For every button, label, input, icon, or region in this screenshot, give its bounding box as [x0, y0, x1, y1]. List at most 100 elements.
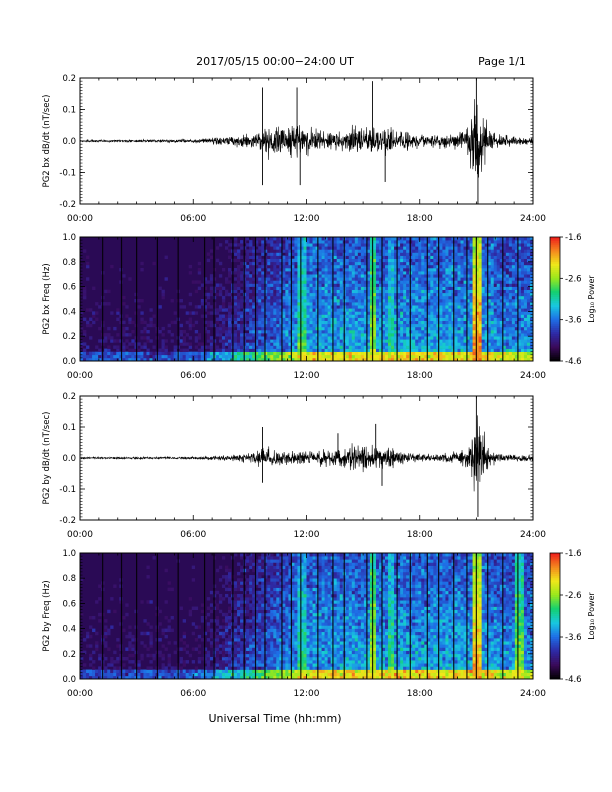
spectrogram-cell [502, 277, 507, 281]
spectrogram-cell [460, 277, 464, 281]
spectrogram-cell [484, 255, 488, 259]
spectrogram-cell [273, 240, 277, 244]
spectrogram-cell [469, 302, 473, 306]
spectrogram-cell [273, 292, 277, 297]
spectrogram-cell [339, 333, 344, 337]
spectrogram-cell [321, 280, 325, 284]
spectrogram-cell [351, 308, 356, 312]
spectrogram-cell [234, 317, 238, 321]
spectrogram-cell [339, 295, 344, 300]
spectrogram-cell [234, 258, 238, 263]
spectrogram-cell [436, 274, 440, 278]
spectrogram-cell [400, 268, 404, 272]
spectrogram-cell [526, 286, 531, 290]
spectrogram-cell [406, 320, 410, 325]
spectrogram-cell [209, 345, 214, 349]
spectrogram-cell [366, 348, 371, 352]
spectrogram-cell [255, 264, 259, 269]
spectrogram-cell [279, 243, 283, 247]
spectrogram-cell [143, 357, 147, 362]
spectrogram-cell [403, 258, 407, 263]
spectrogram-cell [391, 249, 395, 253]
spectrogram-cell [309, 323, 313, 328]
spectrogram-cell [406, 289, 410, 294]
spectrogram-cell [448, 246, 452, 250]
spectrogram-cell [412, 330, 416, 334]
spectrogram-cell [300, 240, 304, 244]
spectrogram-cell [372, 277, 377, 281]
spectrogram-cell [360, 302, 365, 306]
spectrogram-cell [484, 277, 488, 281]
spectrogram-cell [348, 246, 353, 250]
spectrogram-cell [321, 246, 325, 250]
spectrogram-cell [224, 357, 229, 362]
spectrogram-cell [445, 320, 449, 325]
spectrogram-cell [529, 339, 534, 343]
spectrogram-cell [403, 289, 407, 294]
spectrogram-cell [505, 308, 510, 312]
spectrogram-cell [339, 305, 344, 309]
spectrogram-cell [430, 283, 434, 287]
spectrogram-cell [366, 323, 371, 328]
y-tick-label: 0.0 [62, 357, 76, 367]
spectrogram-cell [288, 354, 292, 359]
spectrogram-cell [273, 237, 277, 241]
spectrogram-cell [388, 345, 392, 349]
spectrogram-cell [209, 277, 214, 281]
spectrogram-cell [351, 289, 356, 294]
spectrogram-cell [421, 345, 425, 349]
spectrogram-cell [529, 314, 534, 318]
spectrogram-cell [415, 255, 419, 259]
spectrogram-cell [309, 295, 313, 300]
spectrogram-cell [502, 308, 507, 312]
spectrogram-cell [252, 314, 256, 318]
spectrogram-cell [496, 323, 501, 328]
spectrogram-cell [221, 330, 226, 334]
spectrogram-cell [200, 345, 205, 349]
spectrogram-cell [526, 330, 531, 334]
spectrogram-cell [466, 357, 470, 362]
spectrogram-cell [309, 240, 313, 244]
spectrogram-cell [436, 339, 440, 343]
spectrogram-cell [360, 274, 365, 278]
spectrogram-cell [463, 330, 467, 334]
spectrogram-cell [318, 317, 322, 321]
spectrogram-cell [258, 357, 262, 362]
spectrogram-cell [418, 336, 422, 340]
spectrogram-cell [273, 330, 277, 334]
spectrogram-cell [249, 240, 253, 244]
spectrogram-cell [442, 258, 446, 263]
spectrogram-cell [403, 283, 407, 287]
spectrogram-cell [303, 357, 307, 362]
spectrogram-cell [375, 268, 380, 272]
spectrogram-cell [493, 240, 498, 244]
spectrogram-cell [487, 237, 492, 241]
spectrogram-cell [378, 268, 383, 272]
spectrogram-cell [312, 351, 316, 356]
spectrogram-cell [448, 345, 452, 349]
spectrogram-cell [324, 336, 328, 340]
x-tick-label: 00:00 [67, 214, 93, 224]
spectrogram-cell [511, 255, 516, 259]
spectrogram-cell [475, 261, 479, 266]
spectrogram-cell [487, 264, 492, 269]
spectrogram-cell [448, 249, 452, 253]
spectrogram-cell [526, 317, 531, 321]
spectrogram-cell [119, 354, 123, 359]
spectrogram-cell [297, 246, 301, 250]
spectrogram-cell [227, 330, 232, 334]
spectrogram-cell [502, 255, 507, 259]
spectrogram-cell [496, 243, 501, 247]
spectrogram-cell [481, 283, 485, 287]
spectrogram-cell [357, 336, 362, 340]
spectrogram-cell [366, 320, 371, 325]
spectrogram-cell [318, 255, 322, 259]
spectrogram-cell [460, 336, 464, 340]
spectrogram-cell [484, 280, 488, 284]
spectrogram-cell [357, 277, 362, 281]
spectrogram-cell [279, 330, 283, 334]
spectrogram-cell [511, 283, 516, 287]
spectrogram-cell [484, 283, 488, 287]
spectrogram-cell [309, 280, 313, 284]
spectrogram-cell [234, 357, 238, 362]
